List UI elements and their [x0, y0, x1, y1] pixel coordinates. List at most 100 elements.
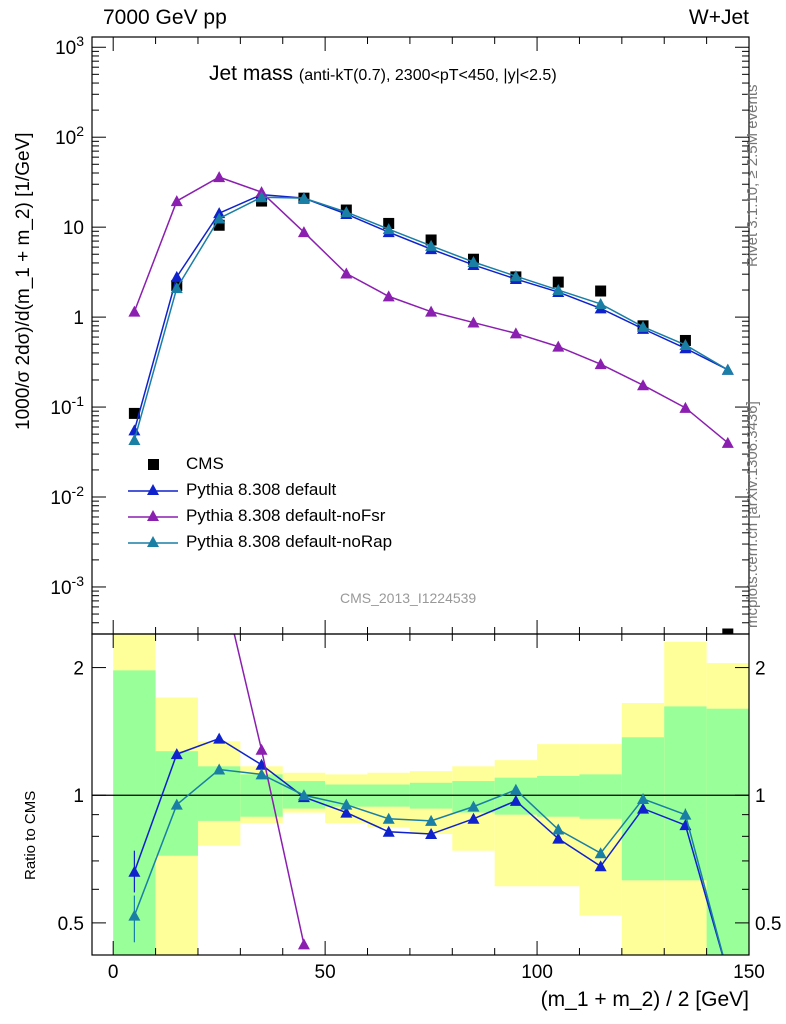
main-y-tick-label: 10-3: [50, 573, 84, 599]
ratio-plot-frame: [91, 633, 750, 956]
ratio-data-point: [297, 789, 310, 801]
legend-marker-default: [128, 484, 178, 495]
legend-label: CMS: [186, 454, 224, 473]
ratio-y-tick-label-left: 1: [73, 786, 84, 807]
main-data-point: [552, 276, 564, 288]
ratio-data-point: [467, 812, 480, 824]
main-y-axis-label: 1000/σ 2dσ)/d(m_1 + m_2) [1/GeV]: [13, 132, 34, 430]
legend-item-norap: Pythia 8.308 default-noRap: [128, 530, 458, 556]
main-data-point: [721, 363, 734, 375]
legend-marker-norap: [128, 536, 178, 547]
main-data-point: [509, 327, 522, 339]
main-data-point: [595, 285, 607, 297]
legend-marker-cms: [148, 459, 159, 470]
main-y-tick-label: 103: [55, 33, 84, 59]
ratio-data-point: [637, 802, 650, 814]
ratio-data-point: [213, 763, 226, 775]
main-data-point: [170, 282, 183, 294]
ratio-y-tick-label-left: 2: [73, 659, 84, 680]
main-data-point: [679, 338, 692, 350]
main-y-tick-label: 102: [55, 123, 84, 149]
main-y-tick-label: 10-1: [50, 393, 84, 419]
ratio-data-point: [509, 783, 522, 795]
plot-title-subtitle: (anti-kT(0.7), 2300<pT<450, |y|<2.5): [298, 67, 557, 84]
main-data-point: [213, 219, 225, 231]
main-data-point: [721, 436, 734, 448]
ratio-data-point: [425, 814, 438, 826]
main-data-point: [467, 316, 480, 328]
ratio-data-point: [425, 828, 438, 840]
collision-label: 7000 GeV pp: [103, 6, 227, 29]
ratio-x-tick-label: 100: [521, 962, 553, 983]
main-data-point: [297, 192, 310, 204]
main-data-point: [128, 434, 141, 446]
main-data-point: [594, 358, 607, 370]
ratio-data-point: [722, 967, 734, 978]
ratio-data-point: [594, 847, 607, 859]
ratio-data-point: [467, 800, 480, 812]
ratio-data-point: [552, 832, 565, 844]
ratio-y-axis-label: Ratio to CMS: [22, 790, 39, 880]
main-data-point: [637, 379, 650, 391]
inner-uncertainty-band: [537, 776, 580, 817]
outer-uncertainty-band: [579, 744, 622, 916]
main-data-point: [255, 191, 268, 203]
main-data-point: [382, 290, 395, 302]
ratio-data-point: [128, 332, 140, 343]
ratio-data-point: [171, 406, 183, 417]
main-y-tick-label: 10: [63, 218, 84, 239]
ratio-data-point: [297, 938, 310, 950]
ratio-data-point: [340, 798, 353, 810]
legend-label: Pythia 8.308 default-noRap: [186, 532, 393, 551]
inner-uncertainty-band: [664, 706, 707, 881]
ratio-data-point: [170, 748, 183, 760]
legend-label: Pythia 8.308 default-noFsr: [186, 506, 386, 525]
ratio-data-point: [637, 792, 650, 804]
mcplots-source-label: mcplots.cern.ch [arXiv:1306.3436]: [744, 401, 761, 628]
ratio-data-point: [382, 812, 395, 824]
main-data-point: [552, 284, 565, 296]
plot-title: Jet mass (anti-kT(0.7), 2300<pT<450, |y|…: [209, 62, 557, 86]
legend-item-cms: CMS: [128, 452, 458, 478]
inner-uncertainty-band: [197, 766, 241, 821]
main-data-point: [382, 223, 395, 235]
ratio-data-point: [382, 825, 395, 837]
main-data-point: [509, 270, 522, 282]
main-data-point: [467, 255, 480, 267]
ratio-data-point: [509, 794, 522, 806]
ratio-y-tick-label-left: 0.5: [58, 914, 84, 935]
x-axis-label: (m_1 + m_2) / 2 [GeV]: [540, 988, 749, 1011]
ratio-data-point: [722, 967, 734, 978]
ratio-x-tick-label: 150: [733, 962, 765, 983]
rivet-version-label: Rivet 3.1.10, ≥ 2.5M events: [744, 84, 761, 268]
main-data-point: [637, 320, 650, 332]
ratio-y-tick-label-right: 0.5: [755, 914, 781, 935]
main-data-point: [213, 171, 226, 183]
ratio-data-point: [340, 806, 353, 818]
process-label: W+Jet: [688, 6, 749, 29]
legend: CMS Pythia 8.308 default Pythia 8.308 de…: [128, 452, 458, 556]
main-data-point: [170, 270, 183, 282]
main-data-point: [552, 340, 565, 352]
analysis-watermark: CMS_2013_I1224539: [340, 590, 477, 606]
legend-item-nofsr: Pythia 8.308 default-noFsr: [128, 504, 458, 530]
main-data-point: [594, 297, 607, 309]
main-data-point: [297, 226, 310, 238]
ratio-data-point: [552, 823, 565, 835]
main-y-tick-label: 10-2: [50, 483, 84, 509]
main-data-point: [128, 424, 141, 436]
ratio-x-tick-label: 0: [108, 962, 119, 983]
ratio-y-tick-label-right: 1: [755, 786, 766, 807]
ratio-x-tick-label: 50: [315, 962, 336, 983]
main-y-tick-label: 1: [73, 308, 84, 329]
main-data-point: [722, 628, 734, 634]
main-data-point: [213, 212, 226, 224]
main-data-point: [425, 305, 438, 317]
ratio-data-point: [170, 798, 183, 810]
ratio-data-point: [594, 860, 607, 872]
legend-marker-nofsr: [128, 510, 178, 521]
main-data-point: [128, 407, 140, 419]
main-data-point: [340, 267, 353, 279]
ratio-data-point: [213, 732, 226, 744]
